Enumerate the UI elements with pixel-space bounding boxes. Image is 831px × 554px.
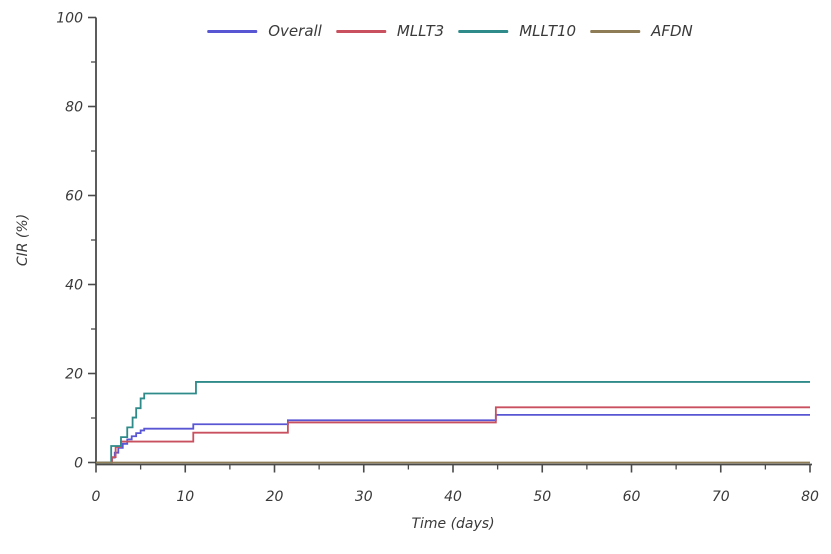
x-tick-label: 0 [92,489,101,505]
y-axis-title: CIR (%) [15,214,31,266]
series-line-mllt10 [96,381,810,464]
x-tick-label: 50 [533,489,551,505]
legend-line-swatch-afdn [590,29,641,33]
x-axis-title: Time (days) [411,516,494,532]
x-tick-label: 20 [266,489,284,505]
x-tick-label: 10 [176,489,194,505]
legend-line-swatch-mllt10 [458,29,509,33]
x-tick-label: 70 [712,489,730,505]
x-tick-label: 30 [355,489,373,505]
y-tick-label: 0 [74,456,83,472]
legend-item-mllt10: MLLT10 [458,22,576,40]
y-tick-label: 60 [65,189,83,205]
legend-item-mllt3: MLLT3 [335,22,445,40]
x-tick-label: 40 [444,489,462,505]
y-tick-label: 100 [56,11,83,27]
legend-label: Overall [268,22,322,40]
legend-label: MLLT10 [519,22,577,40]
y-tick-label: 80 [65,100,83,116]
legend-label: AFDN [651,22,693,40]
x-tick-label: 80 [801,489,819,505]
series-line-mllt3 [96,406,810,464]
y-tick-label: 40 [65,278,83,294]
y-tick-label: 20 [65,367,83,383]
legend-line-swatch-mllt3 [335,29,386,33]
x-tick-label: 60 [623,489,641,505]
legend-line-swatch-overall [207,29,258,33]
legend-item-afdn: AFDN [590,22,693,40]
legend: Overall MLLT3 MLLT10 AFDN [207,22,693,40]
legend-item-overall: Overall [207,22,322,40]
legend-label: MLLT3 [396,22,445,40]
